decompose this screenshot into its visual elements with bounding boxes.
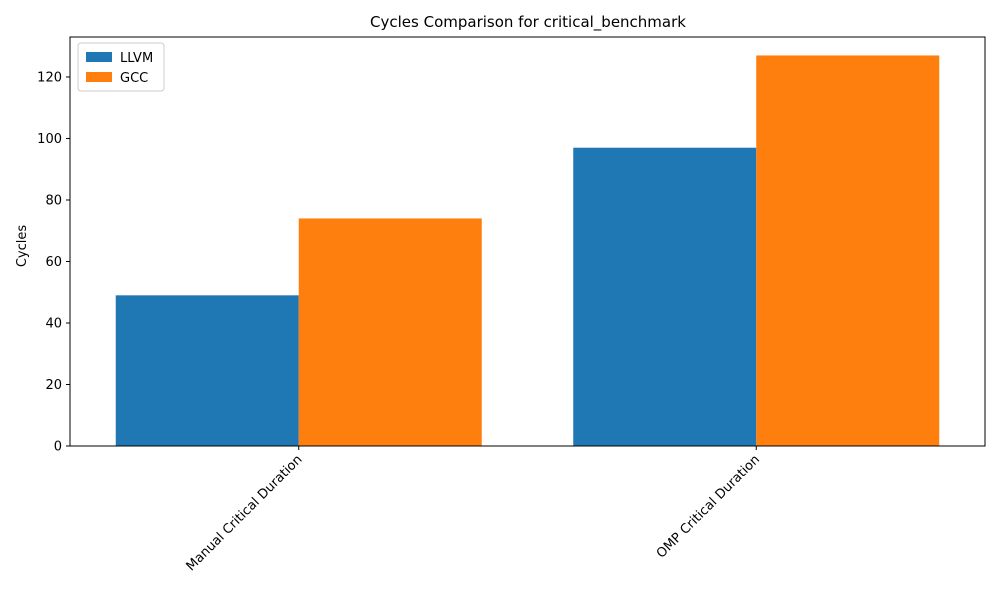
y-tick-label: 40 [45,316,62,331]
y-tick-label: 0 [54,440,62,455]
legend-label-llvm: LLVM [120,51,153,66]
x-tick-label: OMP Critical Duration [654,452,763,561]
bar-gcc-2 [756,55,940,447]
legend-swatch-gcc [86,72,112,82]
y-tick-label: 100 [37,132,62,147]
legend-label-gcc: GCC [120,71,148,86]
y-tick-label: 60 [45,255,62,270]
bar-gcc-1 [298,218,482,446]
bar-llvm-2 [573,147,757,446]
plot-frame [69,36,986,447]
bar-llvm-1 [115,295,299,446]
y-axis-title: Cycles [15,225,30,268]
y-tick-label: 20 [45,378,62,393]
legend: LLVM GCC [77,42,165,92]
bars-group [115,55,940,447]
y-tick-label: 80 [45,193,62,208]
y-tick-label: 120 [37,70,62,85]
x-tick-label: Manual Critical Duration [184,452,306,574]
legend-swatch-llvm [86,52,112,62]
chart-title: Cycles Comparison for critical_benchmark [370,13,686,32]
